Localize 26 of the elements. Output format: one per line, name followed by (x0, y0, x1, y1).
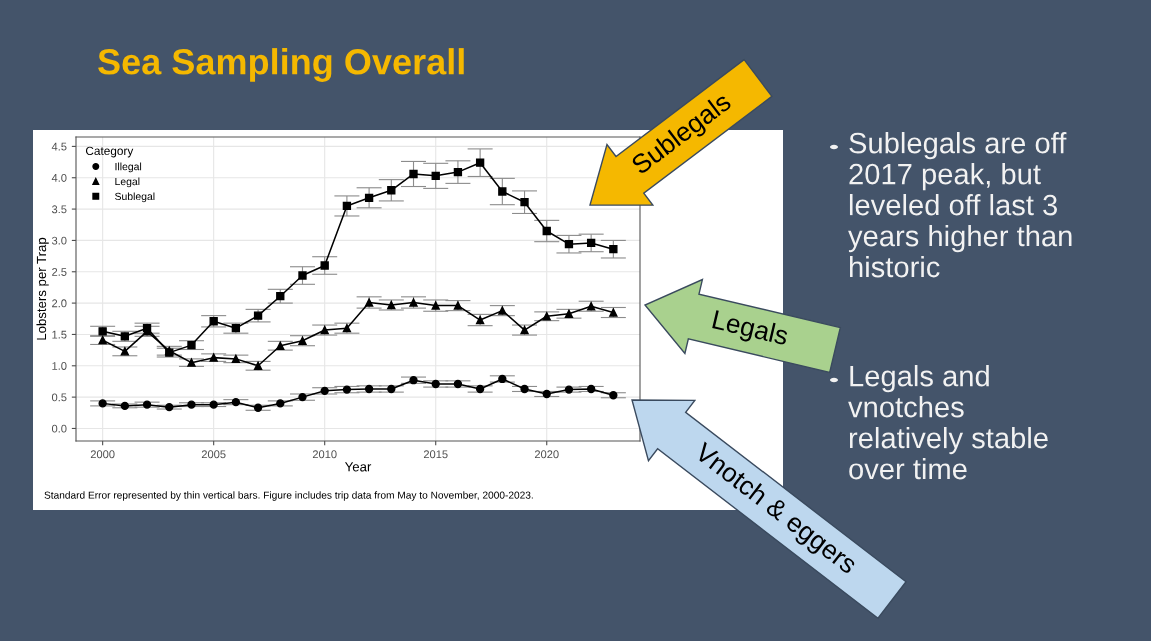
x-axis-title: Year (344, 462, 372, 472)
x-tick-label: 2000 (90, 450, 115, 459)
text: Legals and vnotches relatively stable over time (848, 365, 1048, 480)
y-tick-label: 3.5 (51, 205, 67, 214)
legend-label: Illegal (115, 162, 142, 173)
legend-label: Sublegal (115, 192, 155, 203)
y-axis-title: Lobsters per Trap (36, 237, 49, 340)
y-tick-label: 3.0 (51, 236, 67, 245)
x-tick-label: 2020 (534, 450, 559, 459)
y-tick-label: 4.5 (51, 142, 67, 151)
y-tick-label: 4.0 (51, 174, 67, 182)
y-tick-label: 0.5 (51, 393, 67, 402)
legend-label: Legal (115, 177, 140, 188)
y-tick-label: 2.5 (52, 268, 67, 276)
y-tick-label: 1.0 (52, 362, 67, 370)
x-tick-label: 2010 (312, 450, 337, 459)
x-tick-label: 2015 (423, 450, 448, 459)
y-tick-label: 0.0 (51, 424, 67, 433)
y-tick-label: 2.0 (52, 299, 67, 308)
text: Sublegals are off 2017 peak, but leveled off last 3 years higher than historic (848, 132, 1072, 278)
legend-title: Category (85, 146, 134, 158)
y-tick-label: 1.5 (52, 330, 67, 339)
x-tick-label: 2005 (201, 450, 226, 459)
text: Legals (710, 309, 790, 351)
text: Standard Error represented by thin vertical bars. Figure includes trip data from May to November, 2000-2023. (44, 491, 533, 501)
chart-title: Sea Sampling Overall (98, 48, 464, 82)
